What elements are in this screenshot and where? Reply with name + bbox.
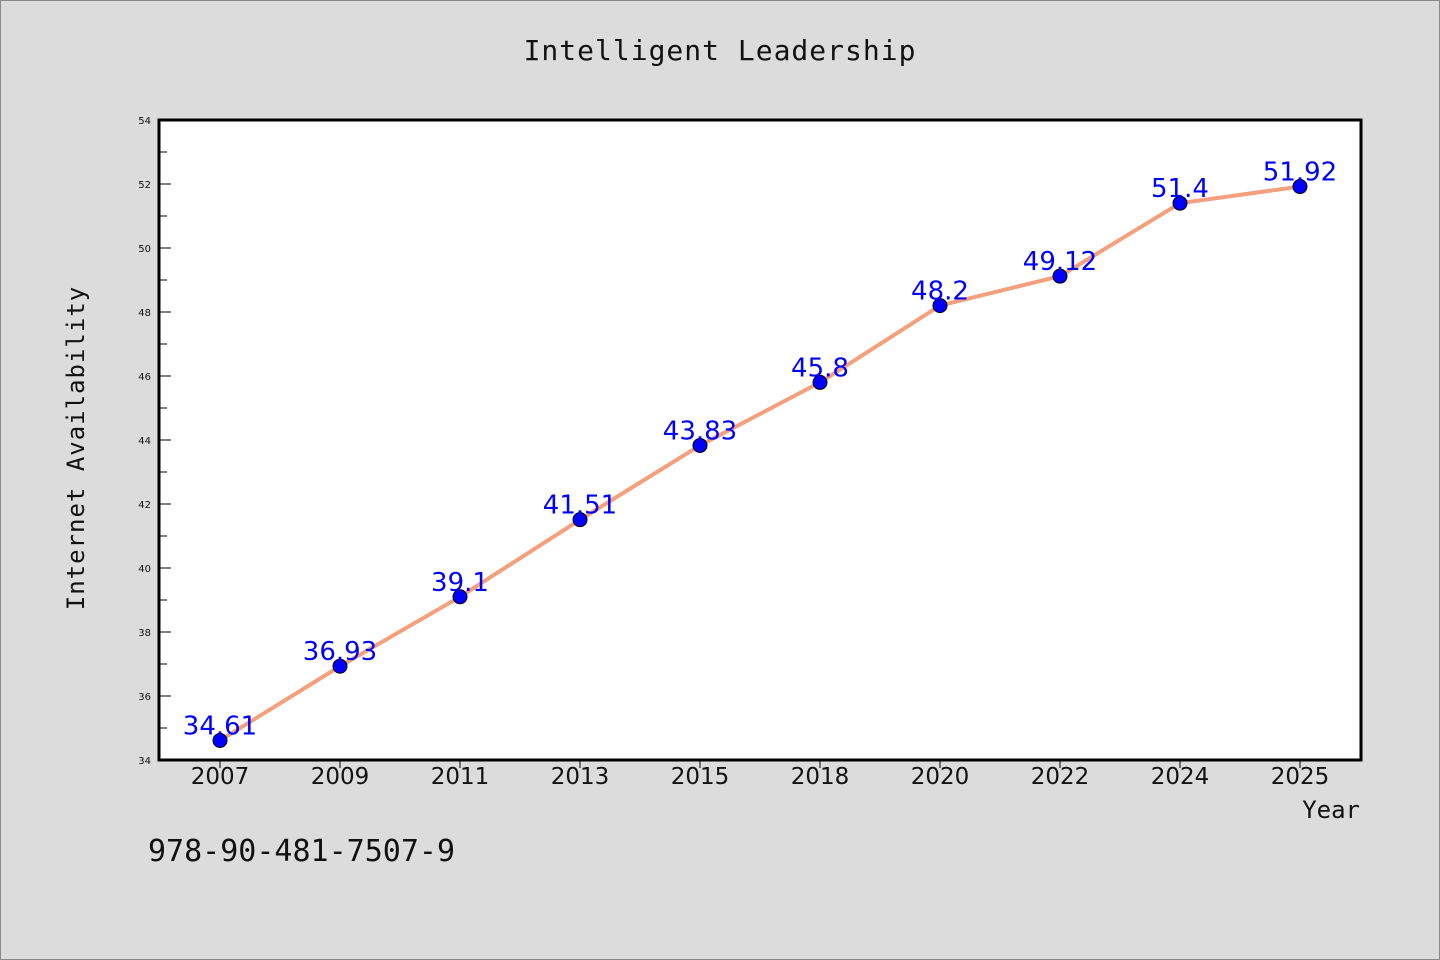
series-line xyxy=(218,184,1302,743)
data-point xyxy=(692,437,708,453)
x-tick-label: 2007 xyxy=(191,764,250,790)
data-label: 49.12 xyxy=(1023,247,1097,277)
data-point xyxy=(212,732,228,748)
data-label: 45.8 xyxy=(791,353,849,383)
x-tick-label: 2020 xyxy=(911,764,970,790)
y-tick-label: 36 xyxy=(138,692,151,703)
data-label: 51.92 xyxy=(1263,158,1337,188)
y-tick-label: 54 xyxy=(138,116,151,127)
y-tick-label: 48 xyxy=(138,308,151,319)
y-tick-label: 34 xyxy=(138,756,151,767)
data-label: 39.1 xyxy=(431,568,489,598)
x-tick-label: 2024 xyxy=(1151,764,1210,790)
y-tick-label: 42 xyxy=(138,500,151,511)
data-point xyxy=(812,374,828,390)
isbn-text: 978-90-481-7507-9 xyxy=(148,834,456,869)
data-label: 48.2 xyxy=(911,277,969,307)
x-tick-label: 2018 xyxy=(791,764,850,790)
x-tick-label: 2009 xyxy=(311,764,370,790)
data-label: 36.93 xyxy=(303,637,377,667)
data-point xyxy=(1292,179,1308,195)
y-tick-label: 50 xyxy=(138,244,151,255)
x-axis-label: Year xyxy=(1302,796,1360,824)
data-point xyxy=(572,512,588,528)
y-tick-label: 38 xyxy=(138,628,151,639)
x-tick-label: 2015 xyxy=(671,764,730,790)
data-point xyxy=(1052,268,1068,284)
x-tick-label: 2025 xyxy=(1271,764,1330,790)
y-tick-label: 44 xyxy=(138,436,151,447)
data-label: 41.51 xyxy=(543,491,617,521)
data-point xyxy=(932,298,948,314)
data-point xyxy=(1172,195,1188,211)
x-tick-label: 2022 xyxy=(1031,764,1090,790)
y-tick-label: 40 xyxy=(138,564,151,575)
x-tick-label: 2011 xyxy=(431,764,490,790)
data-label: 43.83 xyxy=(663,416,737,446)
data-point xyxy=(332,658,348,674)
data-point xyxy=(452,589,468,605)
data-label: 34.61 xyxy=(183,711,257,741)
x-tick-label: 2013 xyxy=(551,764,610,790)
y-tick-label: 52 xyxy=(138,180,151,191)
data-label: 51.4 xyxy=(1151,174,1209,204)
chart-title: Intelligent Leadership xyxy=(523,34,917,67)
plot-border xyxy=(157,118,1363,762)
y-tick-label: 46 xyxy=(138,372,151,383)
